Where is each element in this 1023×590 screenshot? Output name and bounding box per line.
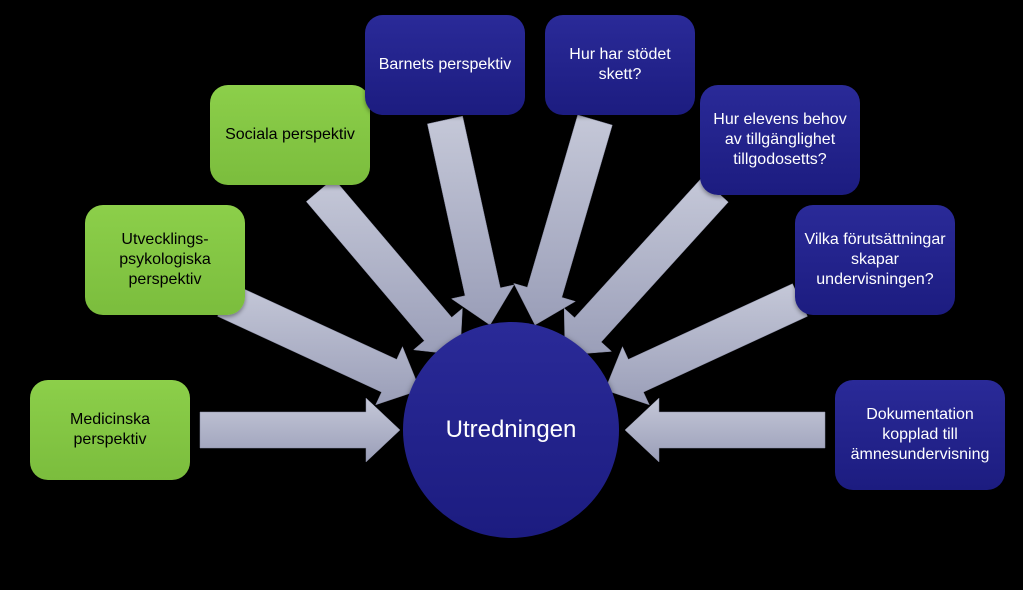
node-barnets: Barnets perspektiv — [365, 15, 525, 115]
node-label: Vilka förutsättningar skapar undervisnin… — [803, 230, 947, 290]
node-label: Hur har stödet skett? — [553, 45, 687, 85]
node-forutsattningar: Vilka förutsättningar skapar undervisnin… — [795, 205, 955, 315]
arrow-utvecklings — [218, 284, 421, 405]
node-stodet: Hur har stödet skett? — [545, 15, 695, 115]
node-label: Hur elevens behov av tillgänglighet till… — [708, 110, 852, 170]
node-label: Medicinska perspektiv — [38, 410, 182, 450]
diagram-stage: Utredningen Medicinska perspektiv Utveckl… — [0, 0, 1023, 590]
arrow-medicinska — [200, 398, 400, 462]
node-utvecklings: Utvecklings- psykologiska perspektiv — [85, 205, 245, 315]
node-label: Sociala perspektiv — [225, 125, 355, 145]
arrow-barnets — [427, 116, 514, 325]
node-medicinska: Medicinska perspektiv — [30, 380, 190, 480]
center-node: Utredningen — [403, 322, 619, 538]
node-sociala: Sociala perspektiv — [210, 85, 370, 185]
node-label: Dokumentation kopplad till ämnesundervis… — [843, 405, 997, 465]
arrow-stodet — [514, 115, 613, 325]
arrow-dokumentation — [625, 398, 825, 462]
node-tillganglighet: Hur elevens behov av tillgänglighet till… — [700, 85, 860, 195]
arrow-forutsattningar — [605, 284, 808, 405]
node-dokumentation: Dokumentation kopplad till ämnesundervis… — [835, 380, 1005, 490]
center-label: Utredningen — [446, 416, 577, 444]
node-label: Barnets perspektiv — [379, 55, 512, 75]
arrow-sociala — [306, 178, 462, 355]
node-label: Utvecklings- psykologiska perspektiv — [93, 230, 237, 290]
arrow-tillganglighet — [564, 178, 728, 355]
